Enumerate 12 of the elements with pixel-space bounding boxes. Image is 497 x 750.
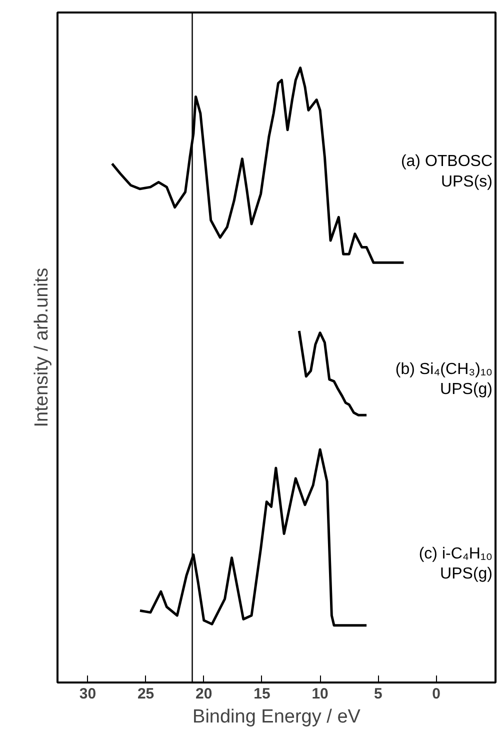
x-tick-label: 30 — [79, 686, 96, 702]
x-axis-title: Binding Energy / eV — [192, 706, 361, 728]
text: (c) i-C₄H₁₀ UPS(g) — [418, 545, 493, 583]
x-tick-label: 10 — [312, 686, 328, 702]
x-tick-label: 15 — [254, 686, 270, 702]
x-tick-label: 5 — [374, 686, 382, 702]
y-axis-title: Intensity / arb.units — [32, 268, 52, 428]
x-tick-label: 20 — [196, 686, 212, 702]
x-tick-label: 0 — [432, 686, 440, 702]
x-tick-label: 25 — [137, 686, 154, 702]
text: (a) OTBOSC UPS(s) — [400, 152, 493, 190]
text: (b) Si₄(CH₃)₁₀ UPS(g) — [395, 360, 492, 398]
